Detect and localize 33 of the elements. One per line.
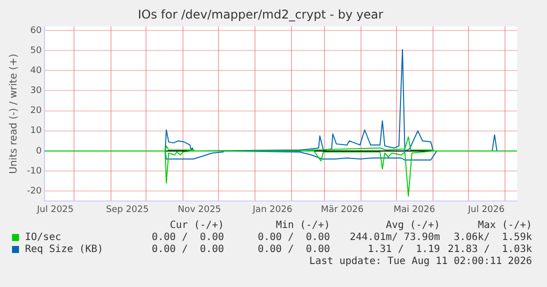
text: 21.83 / 1.03k xyxy=(446,244,532,255)
x-tick-label: Mai 2026 xyxy=(394,204,436,215)
x-tick-label: Jan 2026 xyxy=(252,204,293,215)
y-tick-label: 50 xyxy=(30,46,42,56)
legend-label: Req Size (KB) xyxy=(25,244,104,255)
legend-label: IO/sec xyxy=(25,232,62,243)
x-tick-label: Jul 2026 xyxy=(466,204,505,215)
chart-title: IOs for /dev/mapper/md2_crypt - by year xyxy=(138,7,384,22)
text: Min (-/+) xyxy=(274,220,330,231)
text: 244.01m/ 73.90m xyxy=(348,232,440,243)
x-tick-label: Jul 2025 xyxy=(36,204,74,215)
y-tick-label: 30 xyxy=(30,86,42,96)
text: Avg (-/+) xyxy=(384,220,440,231)
text: Max (-/+) xyxy=(476,220,532,231)
y-axis-title: Units read (-) / write (+) xyxy=(8,54,20,174)
y-tick-label: 0 xyxy=(36,146,42,156)
text: 0.00 / 0.00 xyxy=(150,232,224,243)
y-tick-label: 10 xyxy=(30,126,42,136)
y-tick-label: 60 xyxy=(30,26,42,36)
text: 3.06k/ 1.59k xyxy=(452,232,532,243)
text: 0.00 / 0.00 xyxy=(256,244,330,255)
text: 1.31 / 1.19 xyxy=(366,244,440,255)
y-tick-label: 40 xyxy=(30,66,42,76)
text: Last update: Tue Aug 11 02:00:11 2026 xyxy=(308,256,532,267)
x-tick-label: Sep 2025 xyxy=(106,204,149,215)
y-tick-label: 20 xyxy=(30,106,42,116)
text: Cur (-/+) xyxy=(168,220,224,231)
text: 0.00 / 0.00 xyxy=(256,232,330,243)
y-tick-label: -20 xyxy=(26,186,42,196)
text: 0.00 / 0.00 xyxy=(150,244,224,255)
x-tick-label: Mär 2026 xyxy=(320,204,364,215)
x-tick-label: Nov 2025 xyxy=(178,204,222,215)
y-tick-label: -10 xyxy=(26,166,42,176)
